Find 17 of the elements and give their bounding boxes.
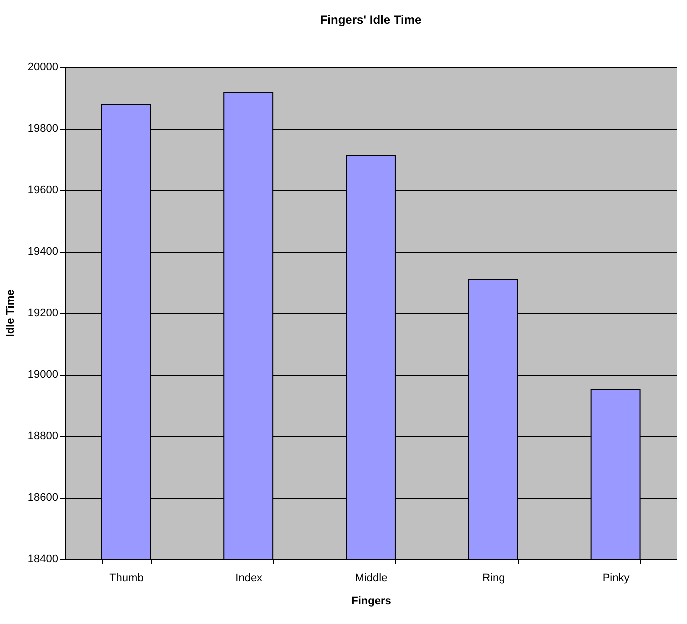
x-axis-title: Fingers — [352, 596, 392, 608]
x-tick-label: Thumb — [110, 572, 144, 584]
y-tick-label: 19800 — [28, 123, 58, 135]
chart-title: Fingers' Idle Time — [320, 13, 422, 27]
x-tick-label: Pinky — [602, 572, 630, 584]
y-tick-label: 19200 — [28, 308, 58, 320]
x-tick-label: Middle — [355, 572, 388, 584]
y-tick-label: 18800 — [28, 430, 58, 442]
y-axis-title: Idle Time — [4, 290, 17, 338]
y-tick-label: 19000 — [28, 369, 58, 381]
x-tick-label: Ring — [482, 572, 506, 584]
y-tick-label: 18400 — [28, 554, 58, 566]
y-tick-label: 18600 — [28, 492, 58, 504]
y-tick-label: 20000 — [28, 62, 58, 74]
y-tick-label: 19400 — [28, 246, 58, 258]
x-tick-label: Index — [236, 572, 264, 584]
y-tick-label: 19600 — [28, 184, 58, 196]
